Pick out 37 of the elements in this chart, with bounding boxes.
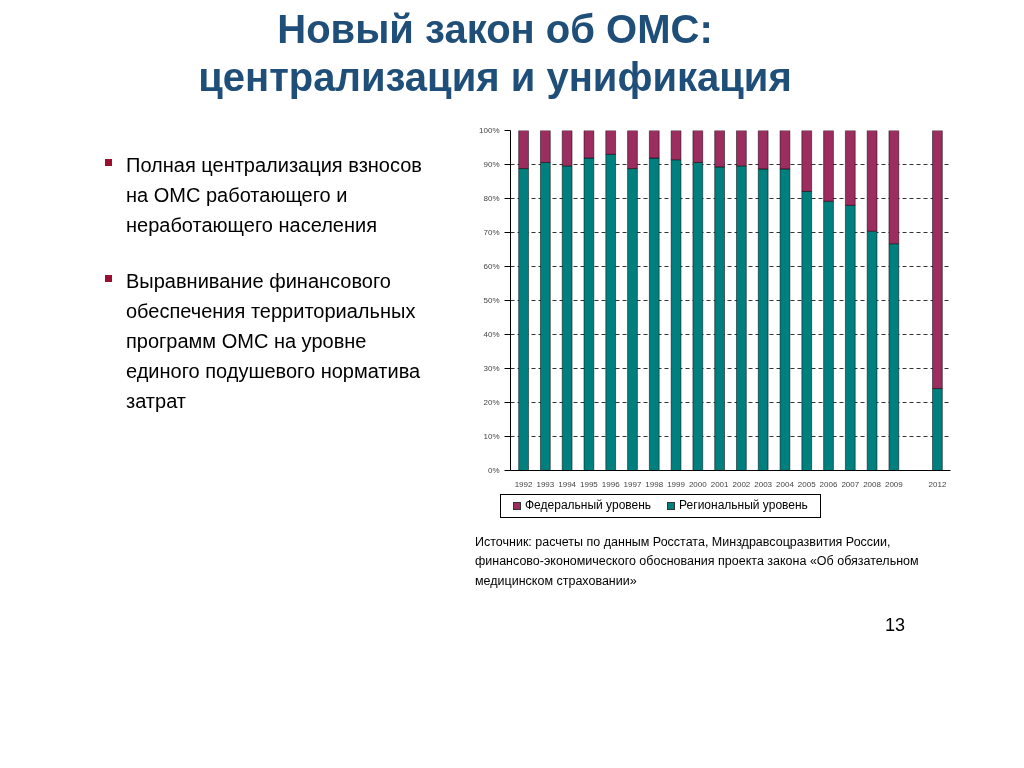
y-tick-label: 40% [483,330,500,339]
x-tick-label: 1999 [667,479,686,489]
x-tick-label: 2007 [841,479,860,489]
y-tick-label: 60% [483,262,500,271]
x-tick-label: 2004 [776,479,795,489]
y-tick-label: 0% [487,466,500,475]
y-tick-label: 90% [483,160,500,169]
text: Источник: расчеты по данным Росстата, Минздравсоцразвития России, финансово-экономического обоснования проекта закона «Об обязательном медицинском страховании» [475,534,920,590]
x-tick-label: 2008 [863,479,882,489]
x-tick-label: 2002 [732,479,751,489]
legend-label: Федеральный уровень [524,497,652,514]
x-tick-label: 1996 [601,479,621,489]
y-tick-label: 30% [483,364,500,373]
y-tick-label: 50% [483,296,500,305]
y-tick-label: 70% [483,228,500,237]
x-tick-label: 1994 [558,479,577,489]
x-tick-label: 2005 [797,479,817,489]
y-tick-label: 80% [483,194,500,203]
x-tick-label: 2001 [710,479,730,489]
text: 13 [883,614,905,637]
x-tick-label: 1992 [514,479,534,489]
x-tick-label: 2006 [819,479,838,489]
y-tick-label: 100% [479,126,500,135]
text: Выравнивание финансового обеспечения территориальных программ ОМС на уровне единого подушевого норматива затрат [126,269,422,414]
x-tick-label: 1995 [580,479,599,489]
text: Полная централизация взносов на ОМС работающего и неработающего населения [126,153,423,238]
chart-title: Новый закон об ОМС: централизация и унификация [197,6,793,101]
y-tick-label: 20% [483,398,500,407]
x-tick-label: 2003 [754,479,773,489]
x-tick-label: 2012 [928,479,947,489]
x-tick-label: 1997 [623,479,642,489]
legend-label: Региональный уровень [678,497,808,514]
x-tick-label: 2000 [688,479,708,489]
y-tick-label: 10% [483,432,500,441]
x-tick-label: 1998 [645,479,664,489]
x-tick-label: 1993 [536,479,555,489]
x-tick-label: 2009 [884,479,904,489]
